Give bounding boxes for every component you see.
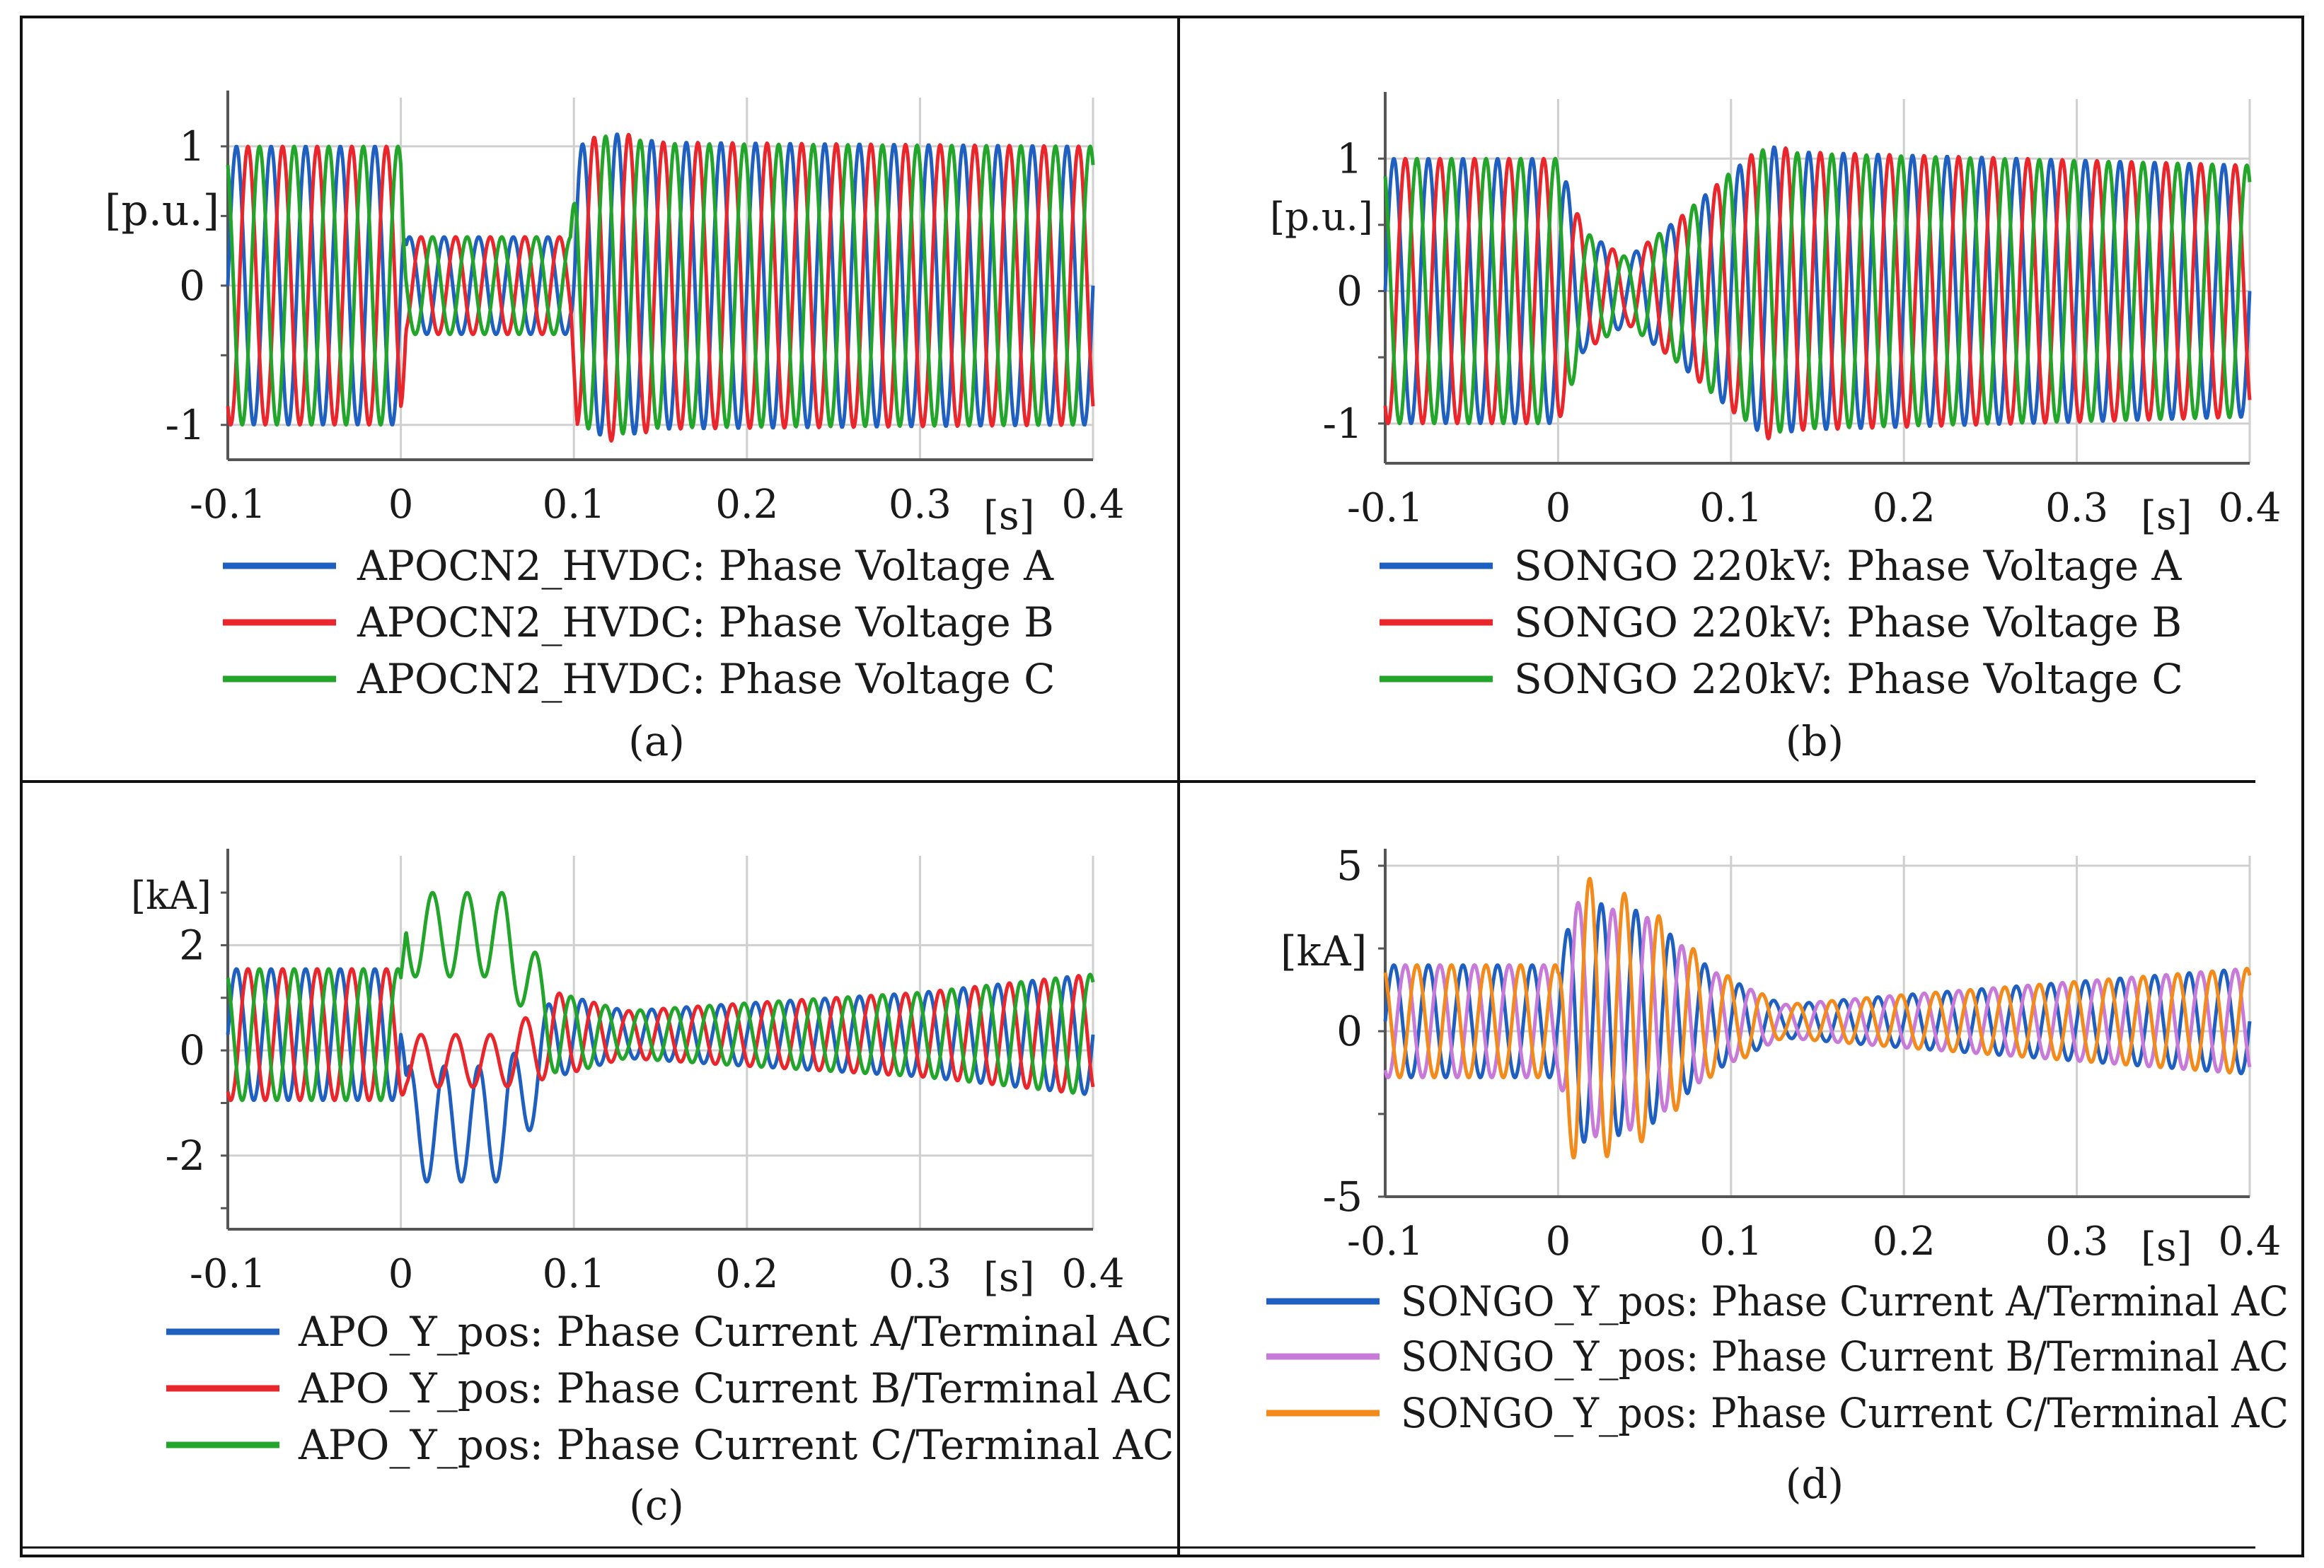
y-tick-label: 0 xyxy=(1336,267,1363,315)
panel-c: -0.1 0 0.1 0.2 0.3 0.4 -2 0 2 [kA] [s] APO_Y_pos… xyxy=(131,849,1174,1529)
x-tick-label: 0.2 xyxy=(1873,1219,1936,1265)
y-tick-label: 5 xyxy=(1336,842,1363,890)
y-tick-label: -5 xyxy=(1323,1173,1363,1221)
panel-b-legend-label-c: SONGO 220kV: Phase Voltage C xyxy=(1514,655,2183,703)
series-line-b xyxy=(226,967,1095,1103)
panel-c-legend-label-b: APO_Y_pos: Phase Current B/Terminal AC xyxy=(298,1364,1173,1412)
series-line-b xyxy=(1383,146,2252,441)
panel-d-caption: (d) xyxy=(1786,1460,1844,1508)
panel-d-legend: SONGO_Y_pos: Phase Current A/Terminal AC… xyxy=(1266,1277,2289,1437)
y-tick-label: 0 xyxy=(179,262,205,310)
x-tick-label: 0.2 xyxy=(1873,485,1936,531)
y-tick-label: 1 xyxy=(179,122,205,170)
y-tick-label: 0 xyxy=(179,1026,205,1074)
x-tick-label: 0.3 xyxy=(889,482,952,528)
panel-d-legend-label-c: SONGO_Y_pos: Phase Current C/Terminal AC xyxy=(1401,1389,2289,1437)
panel-d: -0.1 0 0.1 0.2 0.3 0.4 -5 0 5 [kA] [s] SONGO_Y_p… xyxy=(1266,842,2289,1508)
panel-b-unit-label: [p.u.] xyxy=(1270,194,1373,239)
panel-d-x-unit-label: [s] xyxy=(2141,1224,2192,1270)
y-tick-label: -1 xyxy=(1323,400,1363,448)
panel-b: -0.1 0 0.1 0.2 0.3 0.4 -1 0 1 [p.u.] [s] SONGO 2… xyxy=(1270,92,2282,765)
series-line-a xyxy=(226,132,1095,437)
series-line-c xyxy=(226,890,1095,1103)
x-tick-label: 0.2 xyxy=(715,1251,778,1297)
x-tick-label: 0.4 xyxy=(1061,1251,1124,1297)
panel-a-legend-label-b: APOCN2_HVDC: Phase Voltage B xyxy=(357,598,1054,646)
panel-c-caption: (c) xyxy=(629,1481,684,1529)
series-line-a xyxy=(1383,902,2252,1144)
plot-c: -0.1 0 0.1 0.2 0.3 0.4 -2 0 2 xyxy=(166,849,1125,1297)
y-tick-label: -2 xyxy=(166,1132,206,1180)
panel-b-legend: SONGO 220kV: Phase Voltage A SONGO 220kV… xyxy=(1380,542,2183,703)
plot-b: -0.1 0 0.1 0.2 0.3 0.4 -1 0 1 xyxy=(1323,92,2282,531)
panel-d-unit-label: [kA] xyxy=(1280,927,1367,975)
panel-d-legend-label-b: SONGO_Y_pos: Phase Current B/Terminal AC xyxy=(1401,1332,2289,1381)
panel-b-legend-label-a: SONGO 220kV: Phase Voltage A xyxy=(1514,542,2183,590)
series-line-c xyxy=(1383,148,2252,434)
panel-b-legend-label-b: SONGO 220kV: Phase Voltage B xyxy=(1514,598,2182,646)
x-tick-label: 0.1 xyxy=(1699,485,1762,531)
x-tick-label: -0.1 xyxy=(1347,485,1423,531)
x-tick-label: 0 xyxy=(1546,1219,1571,1265)
x-tick-label: 0.2 xyxy=(715,482,778,528)
x-tick-label: 0 xyxy=(388,1251,414,1297)
panel-c-unit-label: [kA] xyxy=(131,873,212,918)
x-tick-label: 0 xyxy=(1546,485,1571,531)
x-tick-label: 0.3 xyxy=(889,1251,952,1297)
series-line-a xyxy=(1383,145,2252,434)
plot-a: -0.1 0 0.1 0.2 0.3 0.4 -1 0 1 xyxy=(166,91,1125,528)
panel-a-unit-label: [p.u.] xyxy=(105,186,219,236)
x-tick-label: 0.1 xyxy=(543,482,606,528)
series-line-b xyxy=(226,132,1095,443)
x-tick-label: 0.1 xyxy=(543,1251,606,1297)
panel-a: -0.1 0 0.1 0.2 0.3 0.4 -1 0 1 [p.u.] [s] APOCN2_… xyxy=(105,91,1125,765)
series-line-c xyxy=(226,134,1095,436)
y-tick-label: 1 xyxy=(1336,134,1363,182)
panel-c-legend-label-c: APO_Y_pos: Phase Current C/Terminal AC xyxy=(298,1421,1174,1469)
panel-a-x-unit-label: [s] xyxy=(983,493,1034,539)
y-tick-label: -1 xyxy=(166,401,206,449)
figure-border xyxy=(20,16,2304,1557)
panel-c-legend-label-a: APO_Y_pos: Phase Current A/Terminal AC xyxy=(298,1308,1172,1356)
x-tick-label: -0.1 xyxy=(1347,1219,1423,1265)
panel-b-caption: (b) xyxy=(1786,717,1844,765)
x-tick-label: 0.3 xyxy=(2045,485,2108,531)
x-tick-label: -0.1 xyxy=(190,1251,266,1297)
y-tick-label: 0 xyxy=(1336,1007,1363,1055)
panel-a-legend-label-c: APOCN2_HVDC: Phase Voltage C xyxy=(357,655,1055,703)
x-tick-label: 0.4 xyxy=(1061,482,1124,528)
x-tick-label: 0.1 xyxy=(1699,1219,1762,1265)
panel-a-legend: APOCN2_HVDC: Phase Voltage A APOCN2_HVDC… xyxy=(223,542,1055,703)
panel-c-legend: APO_Y_pos: Phase Current A/Terminal AC A… xyxy=(166,1308,1174,1469)
panel-a-caption: (a) xyxy=(628,717,685,765)
x-tick-label: 0.3 xyxy=(2045,1219,2108,1265)
panel-a-legend-label-a: APOCN2_HVDC: Phase Voltage A xyxy=(357,542,1054,590)
plot-d: -0.1 0 0.1 0.2 0.3 0.4 -5 0 5 xyxy=(1323,842,2282,1265)
panel-b-x-unit-label: [s] xyxy=(2141,493,2192,539)
panel-d-legend-label-a: SONGO_Y_pos: Phase Current A/Terminal AC xyxy=(1401,1277,2289,1325)
x-tick-label: -0.1 xyxy=(190,482,266,528)
y-tick-label: 2 xyxy=(179,921,205,969)
panel-c-x-unit-label: [s] xyxy=(983,1255,1034,1301)
series-line-c xyxy=(1383,876,2252,1160)
x-tick-label: 0 xyxy=(388,482,414,528)
series-line-b xyxy=(1383,900,2252,1139)
series-line-a xyxy=(226,967,1095,1184)
x-tick-label: 0.4 xyxy=(2218,1219,2281,1265)
x-tick-label: 0.4 xyxy=(2218,485,2281,531)
